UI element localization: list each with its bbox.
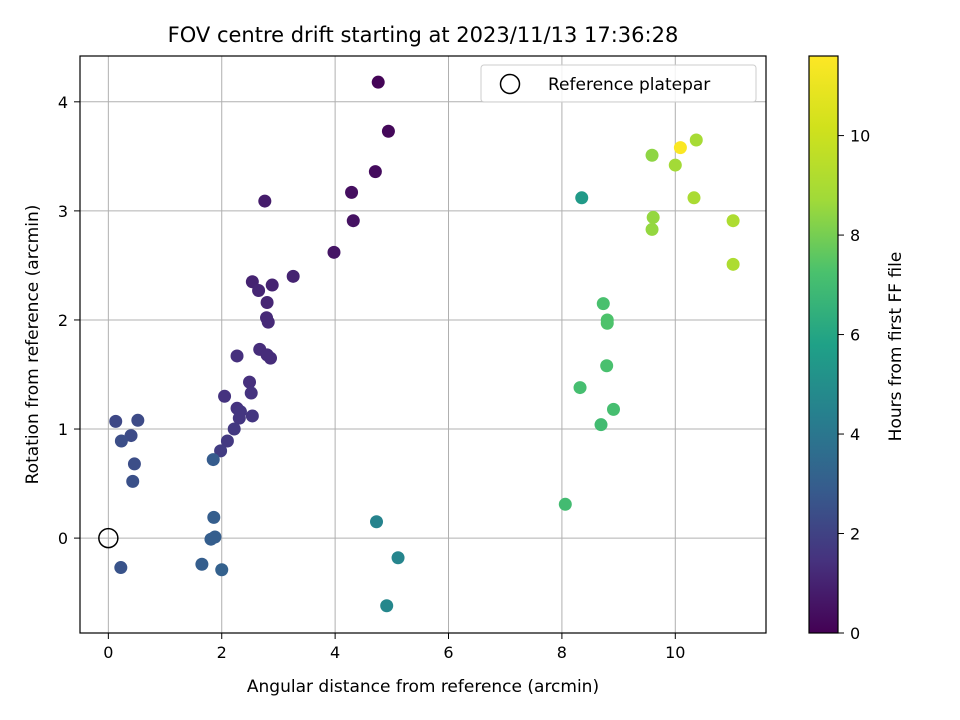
legend-marker (499, 73, 521, 95)
data-point (215, 563, 229, 577)
y-tick-label: 1 (58, 420, 68, 439)
x-tick-label: 2 (217, 643, 227, 662)
data-point (573, 381, 587, 395)
data-point (391, 551, 405, 565)
colorbar-tick-label: 2 (850, 525, 860, 544)
data-point (558, 497, 572, 511)
data-point (252, 284, 266, 298)
data-point (689, 133, 703, 147)
grid (80, 56, 766, 633)
x-tick-label: 10 (665, 643, 685, 662)
x-tick-label: 0 (103, 643, 113, 662)
legend-box (480, 64, 757, 103)
colorbar-label: Hours from first FF file (886, 252, 906, 442)
colorbar-tick-label: 0 (850, 624, 860, 643)
data-point (345, 185, 359, 199)
legend: Reference platepar (480, 64, 757, 103)
x-axis-ticks: 0 2 4 6 8 10 (103, 633, 685, 662)
data-point (244, 386, 258, 400)
data-point (245, 409, 259, 423)
data-point (114, 561, 128, 575)
data-points (98, 75, 740, 613)
data-point (207, 510, 221, 524)
y-tick-label: 2 (58, 311, 68, 330)
data-point (109, 414, 123, 428)
colorbar: 0 2 4 6 8 10 Hours from first FF file (808, 55, 906, 643)
data-point (600, 316, 614, 330)
data-point (346, 214, 360, 228)
data-point (673, 141, 687, 155)
data-point (124, 429, 138, 443)
data-point (131, 413, 145, 427)
data-point (258, 194, 272, 208)
data-point (368, 165, 382, 179)
chart-title: FOV centre drift starting at 2023/11/13 … (168, 23, 679, 47)
data-point (195, 557, 209, 571)
data-point (218, 389, 232, 403)
colorbar-tick-label: 6 (850, 326, 860, 345)
data-point (380, 599, 394, 613)
data-point (726, 257, 740, 271)
data-point (126, 474, 140, 488)
colorbar-tick-label: 10 (850, 127, 870, 146)
data-point (327, 245, 341, 259)
data-point (606, 402, 620, 416)
colorbar-tick-label: 8 (850, 226, 860, 245)
data-point (127, 457, 141, 471)
y-axis-ticks: 0 1 2 3 4 (58, 93, 80, 548)
data-point (596, 297, 610, 311)
data-point (206, 453, 220, 467)
data-point (286, 269, 300, 283)
y-tick-label: 4 (58, 93, 68, 112)
data-point (261, 315, 275, 329)
x-tick-label: 6 (443, 643, 453, 662)
legend-label: Reference platepar (548, 75, 710, 95)
data-point (646, 210, 660, 224)
x-axis-label: Angular distance from reference (arcmin) (247, 677, 599, 697)
data-point (265, 278, 279, 292)
data-point (260, 296, 274, 310)
data-point (232, 411, 246, 425)
reference-platepar-marker (98, 527, 119, 549)
x-tick-label: 8 (557, 643, 567, 662)
data-point (243, 375, 257, 389)
data-point (371, 75, 385, 89)
data-point (204, 532, 218, 546)
x-tick-label: 4 (330, 643, 340, 662)
data-point (645, 148, 659, 162)
data-point (214, 444, 228, 458)
data-point (370, 515, 384, 529)
y-tick-label: 3 (58, 202, 68, 221)
colorbar-ticks: 0 2 4 6 8 10 (838, 127, 870, 643)
data-point (687, 191, 701, 205)
data-point (263, 351, 277, 365)
data-point (227, 422, 241, 436)
data-point (220, 434, 234, 448)
colorbar-gradient (808, 55, 839, 634)
y-axis-label: Rotation from reference (arcmin) (23, 205, 43, 485)
data-point (381, 124, 395, 138)
data-point (230, 349, 244, 363)
y-tick-label: 0 (58, 529, 68, 548)
data-point (600, 359, 614, 373)
plot-frame (79, 55, 767, 634)
data-point (594, 418, 608, 432)
data-point (668, 158, 682, 172)
colorbar-tick-label: 4 (850, 425, 860, 444)
data-point (726, 214, 740, 228)
data-point (645, 222, 659, 236)
data-point (575, 191, 589, 205)
data-point (114, 434, 128, 448)
